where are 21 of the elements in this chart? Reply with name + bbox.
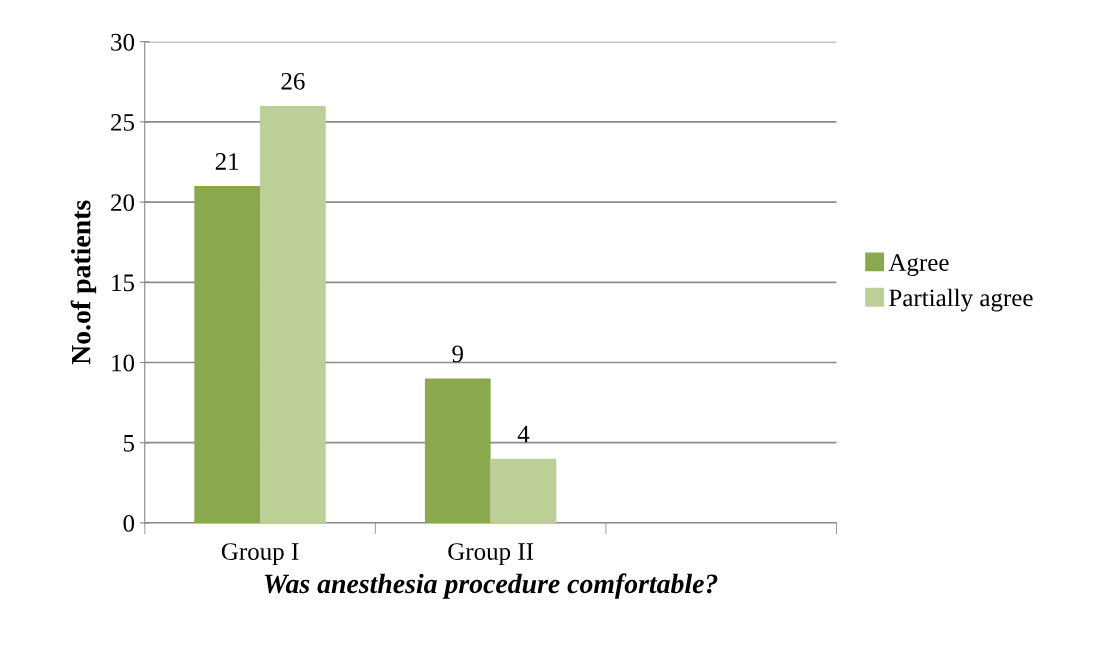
- y-tick-label: 5: [123, 435, 135, 452]
- y-tick-label: 0: [123, 514, 135, 532]
- y-tick-label: 15: [112, 274, 135, 292]
- legend-label: Partially agree: [889, 288, 1033, 312]
- x-tick-label: Group I: [221, 543, 299, 566]
- y-tick-label: 25: [111, 114, 135, 131]
- data-label: 21: [215, 153, 239, 170]
- bar: [194, 186, 261, 523]
- bar: [490, 458, 557, 523]
- x-axis-title: Was anesthesia procedure comfortable?: [264, 573, 718, 599]
- y-axis-title: No.of patients: [70, 200, 97, 365]
- bar: [424, 378, 491, 523]
- bar: [260, 105, 326, 523]
- y-tick-label: 20: [111, 194, 135, 212]
- legend-label: Agree: [888, 254, 949, 277]
- x-tick-label: Group II: [448, 543, 534, 566]
- data-label: 9: [452, 345, 463, 363]
- data-label: 26: [281, 72, 305, 90]
- y-tick-label: 10: [112, 354, 135, 372]
- y-tick-label: 30: [111, 33, 135, 51]
- data-label: 4: [517, 425, 530, 443]
